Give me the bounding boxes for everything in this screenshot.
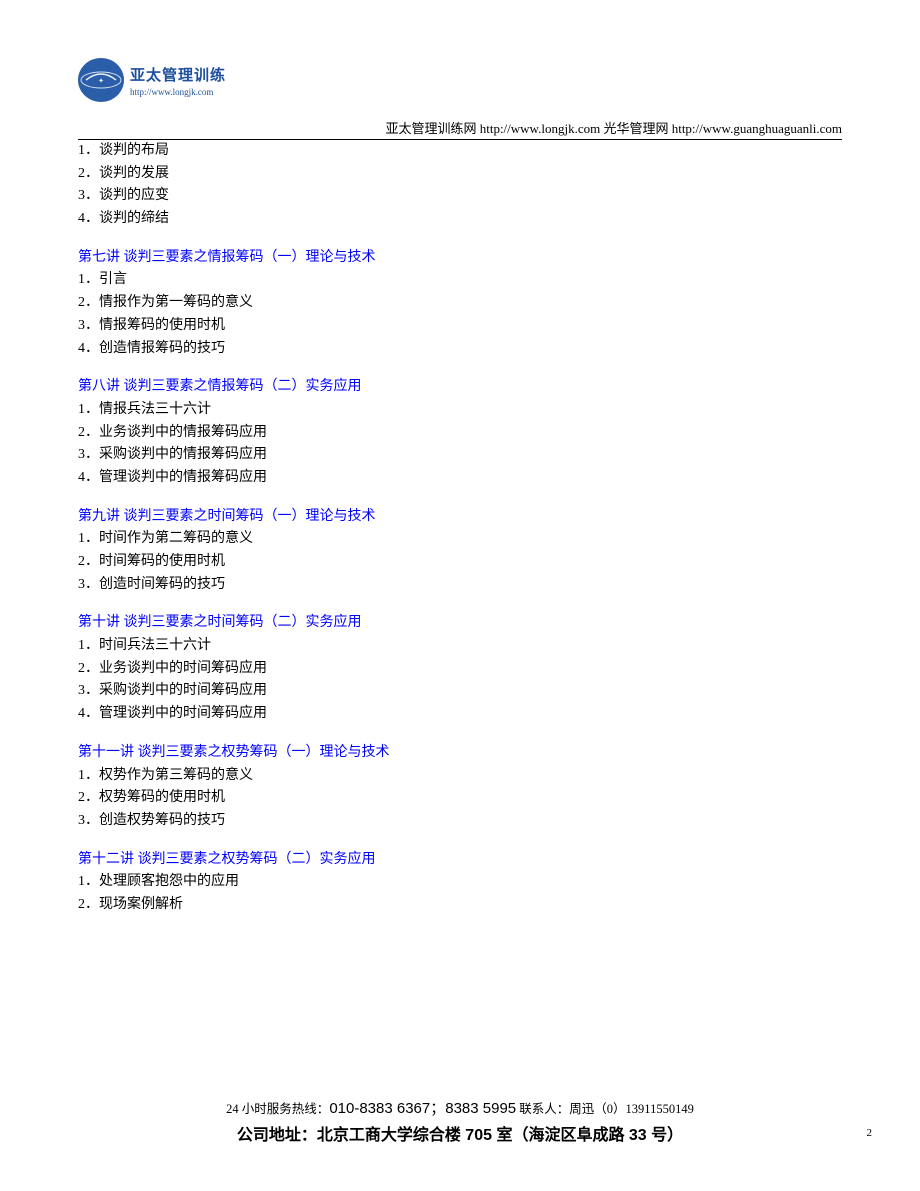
footer-contact: 联系人：周迅（0）13911550149 xyxy=(516,1102,694,1116)
brand-url: http://www.longjk.com xyxy=(130,87,226,97)
list-item: 2．业务谈判中的时间筹码应用 xyxy=(78,658,842,680)
page-number: 2 xyxy=(867,1127,873,1139)
logo-text: 亚太管理训练 http://www.longjk.com xyxy=(130,64,226,97)
footer-phone: 010-8383 6367；8383 5995 xyxy=(329,1100,516,1117)
list-item: 1．时间作为第二筹码的意义 xyxy=(78,528,842,550)
list-item: 2．权势筹码的使用时机 xyxy=(78,787,842,809)
list-item: 4．创造情报筹码的技巧 xyxy=(78,338,842,360)
list-item: 4．管理谈判中的情报筹码应用 xyxy=(78,467,842,489)
section-title: 第十二讲 谈判三要素之权势筹码（二）实务应用 xyxy=(78,849,842,871)
section-title: 第十一讲 谈判三要素之权势筹码（一）理论与技术 xyxy=(78,742,842,764)
list-item: 3．创造时间筹码的技巧 xyxy=(78,574,842,596)
content-body: 1．谈判的布局 2．谈判的发展 3．谈判的应变 4．谈判的缔结 第七讲 谈判三要… xyxy=(78,140,842,916)
logo-icon: ✦ xyxy=(78,58,124,102)
list-item: 3．采购谈判中的时间筹码应用 xyxy=(78,680,842,702)
list-item: 2．谈判的发展 xyxy=(78,163,842,185)
footer-hotline-label: 24 小时服务热线： xyxy=(226,1102,329,1116)
list-item: 2．时间筹码的使用时机 xyxy=(78,551,842,573)
list-item: 2．业务谈判中的情报筹码应用 xyxy=(78,422,842,444)
footer-line-1: 24 小时服务热线：010-8383 6367；8383 5995 联系人：周迅… xyxy=(78,1097,842,1121)
section-title: 第八讲 谈判三要素之情报筹码（二）实务应用 xyxy=(78,376,842,398)
footer: 24 小时服务热线：010-8383 6367；8383 5995 联系人：周迅… xyxy=(78,1097,842,1149)
header-line: 亚太管理训练网 http://www.longjk.com 光华管理网 http… xyxy=(78,118,842,140)
list-item: 2．情报作为第一筹码的意义 xyxy=(78,292,842,314)
list-item: 1．处理顾客抱怨中的应用 xyxy=(78,871,842,893)
list-item: 3．创造权势筹码的技巧 xyxy=(78,810,842,832)
list-item: 3．采购谈判中的情报筹码应用 xyxy=(78,444,842,466)
brand-name-cn: 亚太管理训练 xyxy=(130,64,226,85)
section-title: 第十讲 谈判三要素之时间筹码（二）实务应用 xyxy=(78,612,842,634)
list-item: 1．引言 xyxy=(78,269,842,291)
list-item: 1．谈判的布局 xyxy=(78,140,842,162)
list-item: 3．谈判的应变 xyxy=(78,185,842,207)
section-title: 第九讲 谈判三要素之时间筹码（一）理论与技术 xyxy=(78,506,842,528)
list-item: 2．现场案例解析 xyxy=(78,894,842,916)
logo-area: ✦ 亚太管理训练 http://www.longjk.com xyxy=(78,58,226,102)
footer-address: 公司地址：北京工商大学综合楼 705 室（海淀区阜成路 33 号） xyxy=(78,1123,842,1149)
svg-text:✦: ✦ xyxy=(98,77,104,85)
list-item: 4．管理谈判中的时间筹码应用 xyxy=(78,703,842,725)
list-item: 3．情报筹码的使用时机 xyxy=(78,315,842,337)
list-item: 1．情报兵法三十六计 xyxy=(78,399,842,421)
list-item: 1．权势作为第三筹码的意义 xyxy=(78,765,842,787)
list-item: 1．时间兵法三十六计 xyxy=(78,635,842,657)
section-title: 第七讲 谈判三要素之情报筹码（一）理论与技术 xyxy=(78,247,842,269)
list-item: 4．谈判的缔结 xyxy=(78,208,842,230)
